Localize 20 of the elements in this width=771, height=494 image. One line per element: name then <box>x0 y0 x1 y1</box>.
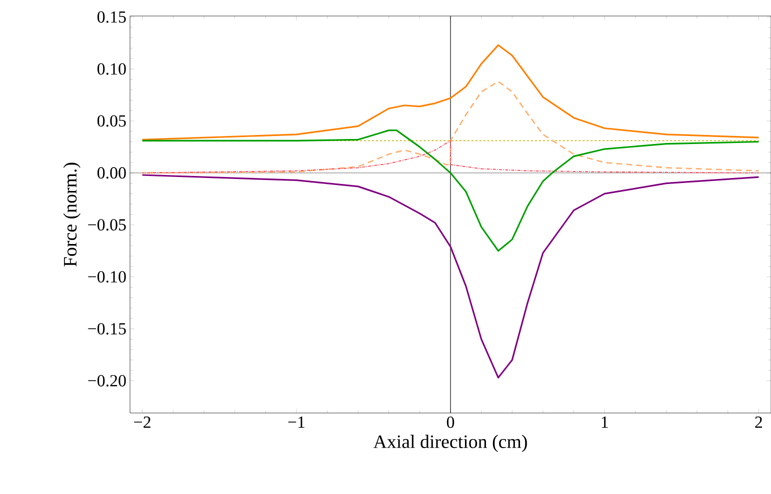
x-tick-label: 0 <box>446 416 454 428</box>
x-tick-label: −2 <box>134 416 150 428</box>
line-series <box>142 140 760 174</box>
y-tick-label: 0.05 <box>97 115 126 127</box>
x-tick-label: 2 <box>755 416 762 428</box>
x-axis-title: Axial direction (cm) <box>373 434 527 452</box>
y-tick-label: 0.15 <box>97 11 126 23</box>
line-series <box>142 174 760 378</box>
y-axis-title: Force (norm.) <box>63 162 80 267</box>
y-tick-label: −0.05 <box>88 219 126 231</box>
y-tick-label: −0.10 <box>88 271 126 283</box>
y-tick-label: −0.15 <box>88 323 126 335</box>
line-series <box>142 130 760 252</box>
line-series <box>142 80 760 174</box>
x-tick-label: 1 <box>602 416 608 428</box>
y-tick-label: 0.00 <box>97 167 126 179</box>
x-tick-label: −1 <box>288 416 304 428</box>
line-series <box>142 44 760 140</box>
y-tick-label: −0.20 <box>88 375 126 387</box>
y-tick-label: 0.10 <box>97 63 126 75</box>
